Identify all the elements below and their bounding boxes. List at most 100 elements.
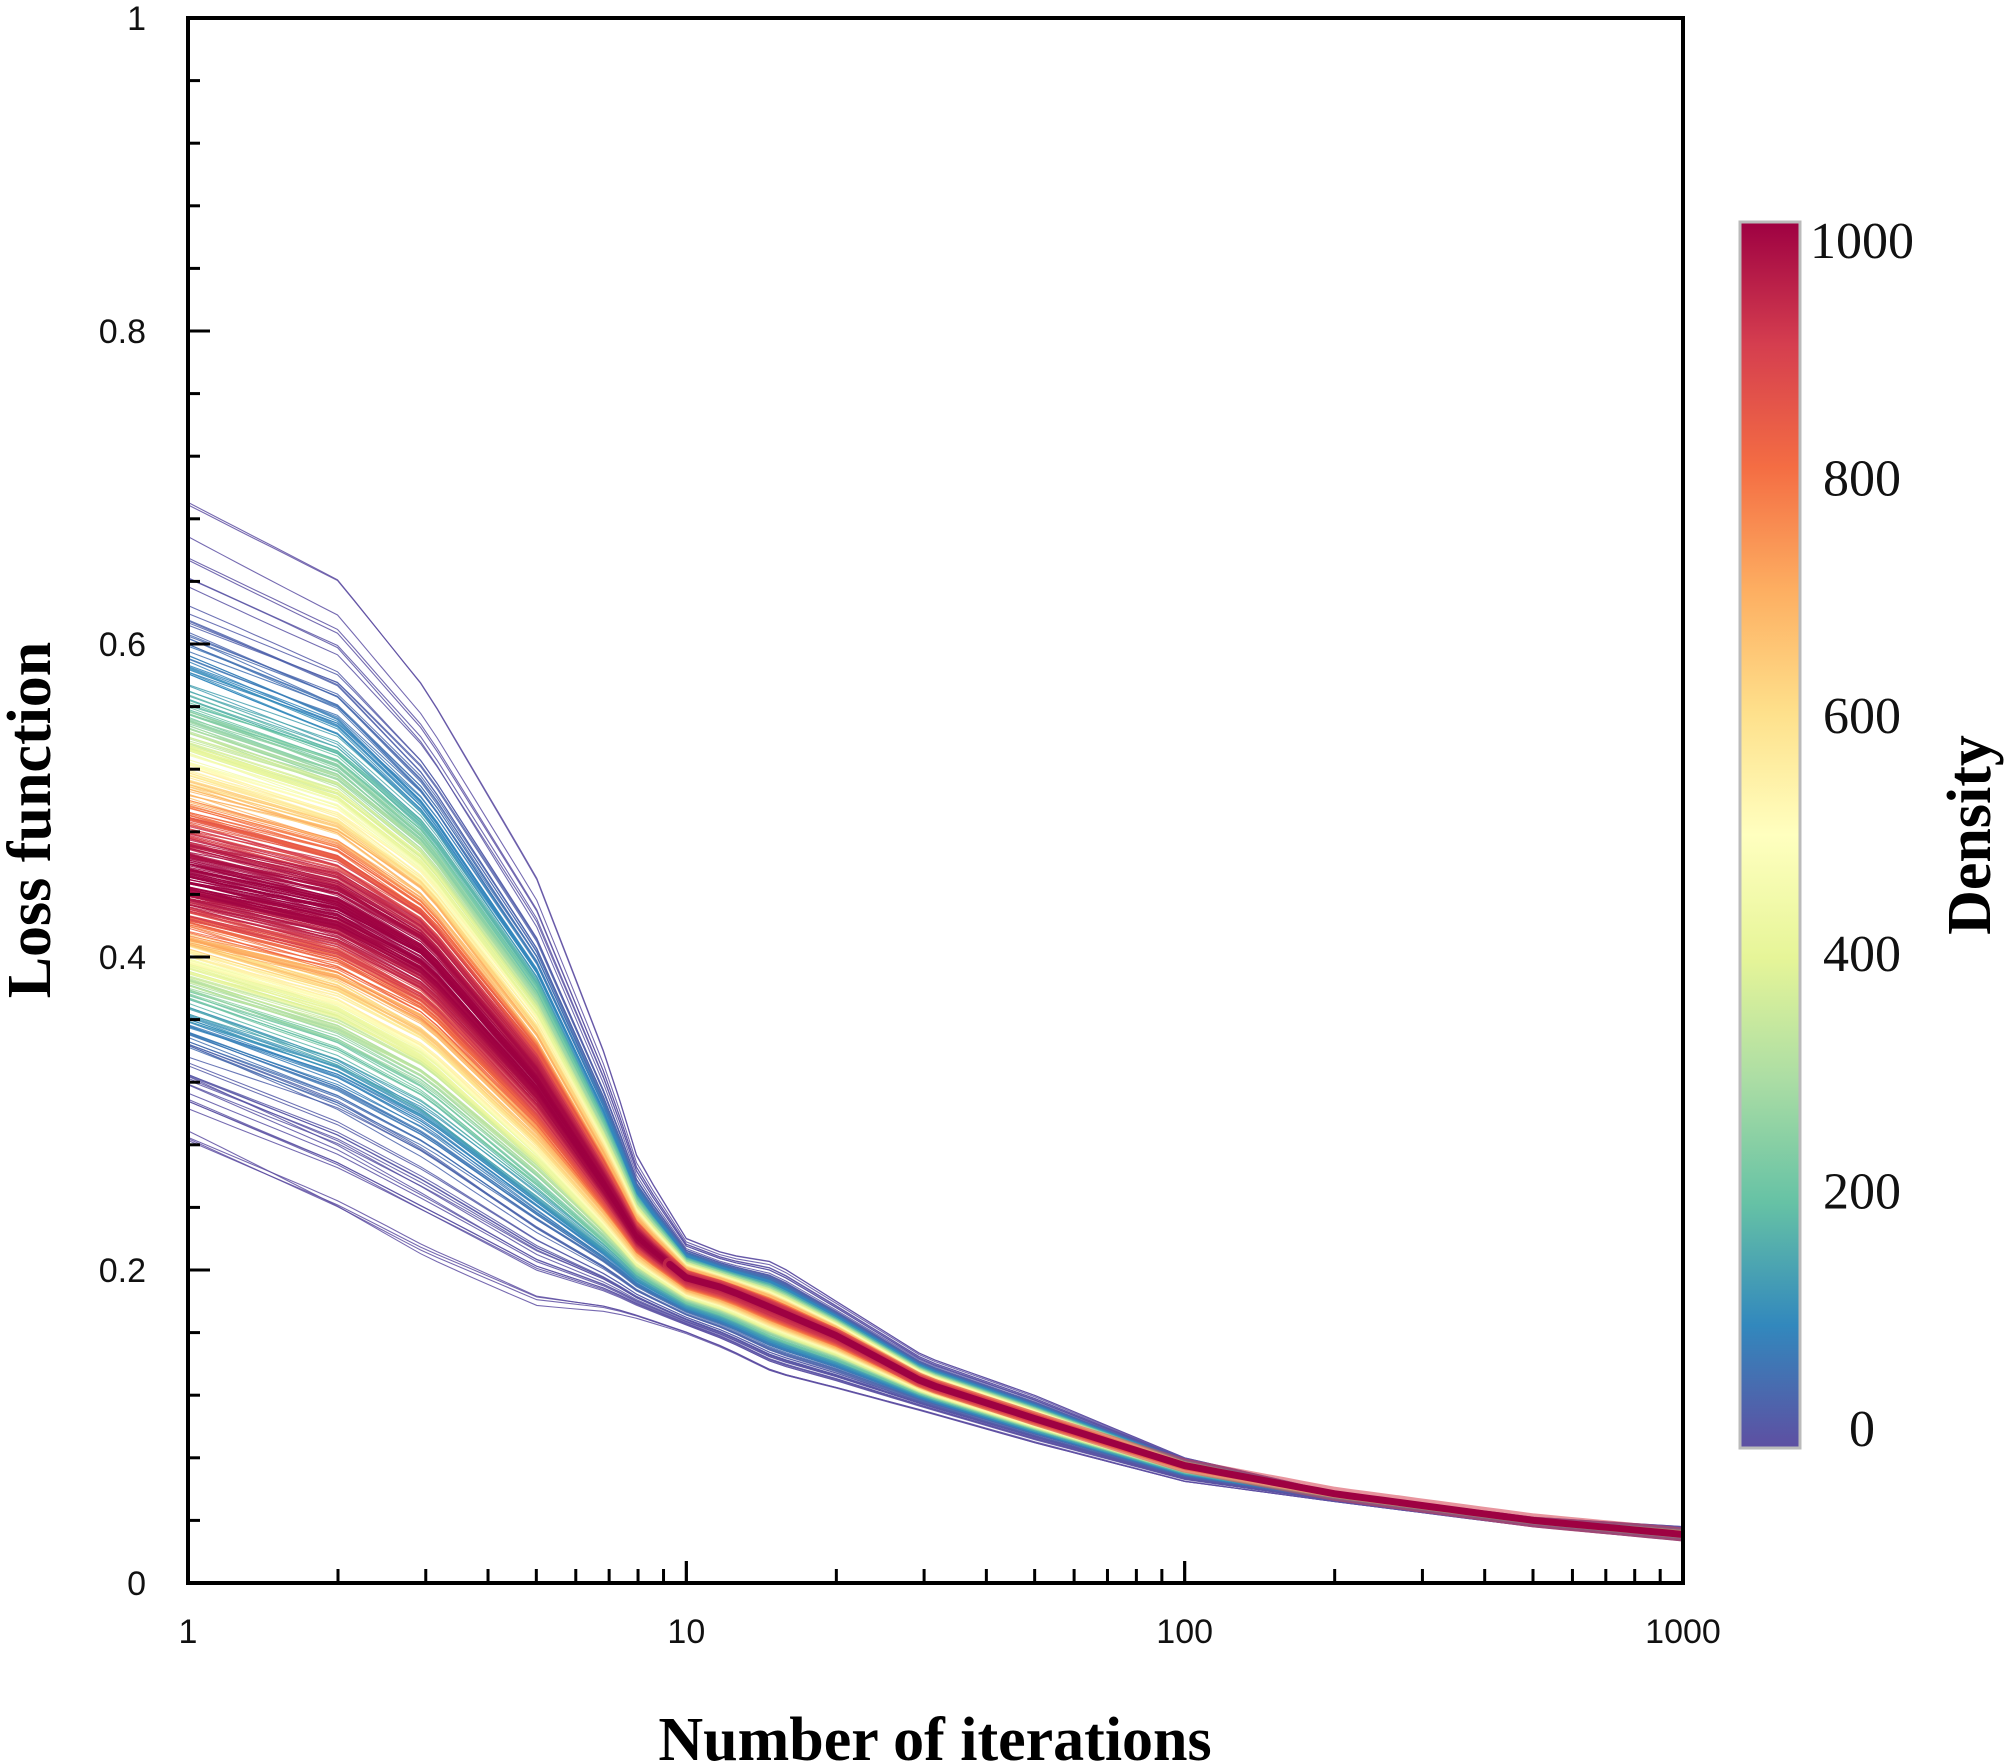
loss-curve — [188, 1100, 1683, 1541]
loss-curve — [188, 1138, 1683, 1542]
loss-curve — [188, 897, 1683, 1536]
loss-curve — [188, 779, 1683, 1534]
loss-curve — [188, 977, 1683, 1538]
x-axis-ticks — [186, 1561, 1685, 1583]
loss-curve — [188, 799, 1683, 1534]
loss-curve — [188, 801, 1683, 1534]
loss-curve — [188, 1092, 1683, 1541]
loss-curve — [188, 799, 1683, 1534]
loss-curve — [188, 976, 1683, 1538]
loss-curves — [188, 501, 1683, 1542]
loss-curve — [188, 1013, 1683, 1539]
loss-curve — [188, 1083, 1683, 1540]
loss-curve — [188, 784, 1683, 1533]
y-tick-label: 0 — [127, 1565, 146, 1603]
loss-curve — [188, 784, 1683, 1533]
loss-curve — [188, 984, 1683, 1538]
loss-curve — [188, 1015, 1683, 1539]
loss-curve — [188, 897, 1683, 1536]
loss-curve — [188, 832, 1683, 1535]
y-axis-tick-labels: 0 0.2 0.4 0.6 0.8 1 — [99, 0, 146, 1603]
loss-curve — [188, 979, 1683, 1538]
dense-band-core — [666, 1260, 1683, 1538]
loss-curve — [188, 990, 1683, 1538]
plot-frame — [186, 16, 1685, 1585]
loss-curve — [188, 979, 1683, 1538]
x-tick-label: 10 — [667, 1613, 705, 1651]
loss-curve — [188, 1100, 1683, 1541]
loss-curve — [188, 859, 1683, 1535]
loss-curve — [188, 1062, 1683, 1540]
loss-curve — [188, 911, 1683, 1536]
loss-curve — [188, 979, 1683, 1538]
loss-curve — [188, 887, 1683, 1536]
loss-curve — [188, 915, 1683, 1536]
loss-curve — [188, 915, 1683, 1537]
loss-curve — [188, 912, 1683, 1537]
colorbar-tick-label: 1000 — [1810, 213, 1914, 270]
loss-curve — [188, 890, 1683, 1536]
loss-curve — [188, 832, 1683, 1534]
loss-curve — [188, 1139, 1683, 1542]
loss-curve — [188, 915, 1683, 1536]
loss-curve — [188, 887, 1683, 1536]
y-tick-label: 1 — [127, 0, 146, 38]
colorbar-tick-label: 0 — [1849, 1401, 1875, 1458]
y-tick-label: 0.6 — [99, 626, 146, 664]
y-axis-title: Loss function — [0, 642, 64, 999]
loss-curve — [188, 889, 1683, 1536]
loss-curve — [188, 911, 1683, 1537]
loss-curve — [188, 1075, 1683, 1540]
colorbar-tick-label: 600 — [1823, 688, 1901, 745]
colorbar-tick-label: 400 — [1823, 926, 1901, 983]
loss-curve — [188, 915, 1683, 1537]
loss-curve — [188, 1020, 1683, 1539]
loss-curve — [188, 819, 1683, 1534]
loss-curve — [188, 1136, 1683, 1542]
colorbar-tick-label: 800 — [1823, 451, 1901, 508]
loss-curve — [188, 1046, 1683, 1539]
x-tick-label: 1000 — [1645, 1613, 1721, 1651]
y-tick-label: 0.4 — [99, 939, 146, 977]
loss-curve — [188, 1098, 1683, 1541]
y-tick-label: 0.8 — [99, 313, 146, 351]
loss-curve — [188, 768, 1683, 1533]
loss-curve — [188, 952, 1683, 1537]
loss-curve — [188, 1032, 1683, 1539]
loss-curve — [188, 915, 1683, 1536]
colorbar-title: Density — [1936, 735, 2004, 935]
loss-curve — [188, 890, 1683, 1536]
colorbar-tick-labels: 0 200 400 600 800 1000 — [1810, 213, 1914, 1458]
loss-curve — [188, 876, 1683, 1535]
x-axis-title: Number of iterations — [658, 1706, 1211, 1764]
loss-curve — [188, 1084, 1683, 1541]
x-tick-label: 1 — [179, 1613, 198, 1651]
loss-curve — [188, 984, 1683, 1538]
loss-curve — [188, 1014, 1683, 1539]
loss-curve — [188, 985, 1683, 1538]
loss-curve — [188, 1006, 1683, 1539]
loss-curve — [188, 1108, 1683, 1541]
loss-curve — [188, 1013, 1683, 1539]
loss-curve — [188, 876, 1683, 1535]
loss-curve — [188, 1130, 1683, 1542]
y-axis-ticks — [188, 16, 210, 1585]
colorbar — [1738, 220, 1802, 1450]
loss-curve — [188, 1079, 1683, 1540]
loss-curve — [188, 979, 1683, 1538]
x-tick-label: 100 — [1156, 1613, 1213, 1651]
loss-curve — [188, 889, 1683, 1536]
loss-curve — [188, 914, 1683, 1536]
loss-curve — [188, 1024, 1683, 1539]
loss-curve — [188, 1077, 1683, 1540]
loss-curve — [188, 788, 1683, 1533]
colorbar-tick-label: 200 — [1823, 1163, 1901, 1220]
loss-curve — [188, 994, 1683, 1538]
x-axis-tick-labels: 1 10 100 1000 — [179, 1613, 1721, 1651]
loss-curve — [188, 978, 1683, 1538]
loss-curve — [188, 831, 1683, 1535]
loss-curve — [188, 930, 1683, 1536]
y-tick-label: 0.2 — [99, 1252, 146, 1290]
loss-curve — [188, 876, 1683, 1535]
